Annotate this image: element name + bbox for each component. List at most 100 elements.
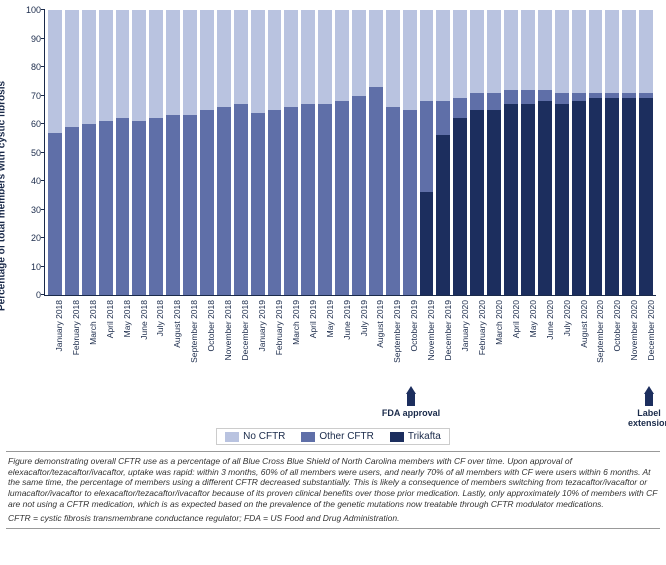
x-tick-label: June 2020 [545, 300, 555, 340]
y-axis-label: Percentage of total members with cystic … [0, 81, 8, 311]
x-tick-label: October 2020 [612, 300, 622, 352]
bar-segment-no_cftr [335, 10, 349, 101]
bar-segment-other_cftr [82, 124, 96, 295]
bar [335, 10, 349, 295]
bar [234, 10, 248, 295]
bar-segment-no_cftr [386, 10, 400, 107]
y-tick: 40 [19, 176, 41, 186]
y-tick: 100 [19, 5, 41, 15]
x-tick-label: January 2018 [54, 300, 64, 352]
bar-segment-trikafta [487, 110, 501, 295]
bar [555, 10, 569, 295]
x-tick-label: November 2018 [223, 300, 233, 360]
x-tick-label: April 2019 [308, 300, 318, 338]
bar-segment-no_cftr [48, 10, 62, 133]
bar [352, 10, 366, 295]
bar [82, 10, 96, 295]
bar-segment-trikafta [605, 98, 619, 295]
bar-segment-other_cftr [453, 98, 467, 118]
y-tick: 0 [19, 290, 41, 300]
x-tick-label: June 2019 [342, 300, 352, 340]
x-tick-label: August 2018 [172, 300, 182, 348]
bar-segment-no_cftr [268, 10, 282, 110]
bar-segment-trikafta [538, 101, 552, 295]
bar-segment-other_cftr [470, 93, 484, 110]
x-tick-label: February 2019 [274, 300, 284, 355]
x-tick-label: July 2020 [562, 300, 572, 336]
x-tick-label: August 2020 [579, 300, 589, 348]
bar-segment-other_cftr [335, 101, 349, 295]
bar [622, 10, 636, 295]
bar-segment-other_cftr [183, 115, 197, 295]
bar-segment-no_cftr [284, 10, 298, 107]
bar-segment-other_cftr [352, 96, 366, 296]
bar-segment-trikafta [572, 101, 586, 295]
bar-segment-no_cftr [453, 10, 467, 98]
bar-segment-trikafta [453, 118, 467, 295]
bar-segment-no_cftr [589, 10, 603, 93]
annotation-label: FDA approval [376, 408, 446, 418]
bar [183, 10, 197, 295]
x-tick-label: January 2020 [460, 300, 470, 352]
legend-swatch [225, 432, 239, 442]
bar [386, 10, 400, 295]
bar-segment-other_cftr [504, 90, 518, 104]
bar-segment-no_cftr [420, 10, 434, 101]
bar-segment-trikafta [589, 98, 603, 295]
x-tick-label: September 2020 [595, 300, 605, 363]
bar [48, 10, 62, 295]
bar-segment-no_cftr [166, 10, 180, 115]
bar-segment-no_cftr [99, 10, 113, 121]
bar [504, 10, 518, 295]
bar-segment-other_cftr [420, 101, 434, 192]
bar-segment-other_cftr [268, 110, 282, 295]
bar-segment-trikafta [436, 135, 450, 295]
bar [200, 10, 214, 295]
bar-segment-other_cftr [538, 90, 552, 101]
bar-segment-no_cftr [116, 10, 130, 118]
bar [65, 10, 79, 295]
bar-segment-other_cftr [166, 115, 180, 295]
bar-segment-no_cftr [504, 10, 518, 90]
bar-segment-no_cftr [132, 10, 146, 121]
bar [470, 10, 484, 295]
bar-segment-other_cftr [217, 107, 231, 295]
bar-segment-no_cftr [470, 10, 484, 93]
x-tick-label: March 2019 [291, 300, 301, 345]
bar-segment-no_cftr [251, 10, 265, 113]
bar [538, 10, 552, 295]
bar-segment-other_cftr [301, 104, 315, 295]
bar-segment-no_cftr [436, 10, 450, 101]
x-tick-label: February 2020 [477, 300, 487, 355]
bar-segment-other_cftr [369, 87, 383, 295]
bar-segment-no_cftr [149, 10, 163, 118]
x-tick-label: October 2019 [409, 300, 419, 352]
bar-segment-no_cftr [555, 10, 569, 93]
annotations: FDA approvalLabelextension [6, 386, 660, 426]
bar-segment-trikafta [622, 98, 636, 295]
x-labels: January 2018February 2018March 2018April… [44, 298, 656, 386]
bar [99, 10, 113, 295]
x-tick-label: September 2018 [189, 300, 199, 363]
x-tick-label: May 2020 [528, 300, 538, 337]
bar-segment-no_cftr [639, 10, 653, 93]
cftr-usage-chart: Percentage of total members with cystic … [6, 6, 660, 386]
bar [487, 10, 501, 295]
x-tick-label: April 2020 [511, 300, 521, 338]
x-tick-label: October 2018 [206, 300, 216, 352]
y-tick: 60 [19, 119, 41, 129]
bar-segment-other_cftr [436, 101, 450, 135]
x-tick-label: May 2018 [122, 300, 132, 337]
bar-segment-no_cftr [521, 10, 535, 90]
bar [403, 10, 417, 295]
bar [116, 10, 130, 295]
bars-container [45, 10, 656, 295]
bar [166, 10, 180, 295]
x-tick-label: May 2019 [325, 300, 335, 337]
caption-abbr: CFTR = cystic fibrosis transmembrane con… [8, 513, 658, 524]
bar [521, 10, 535, 295]
bar-segment-no_cftr [301, 10, 315, 104]
bar-segment-other_cftr [555, 93, 569, 104]
bar [251, 10, 265, 295]
bar-segment-no_cftr [487, 10, 501, 93]
